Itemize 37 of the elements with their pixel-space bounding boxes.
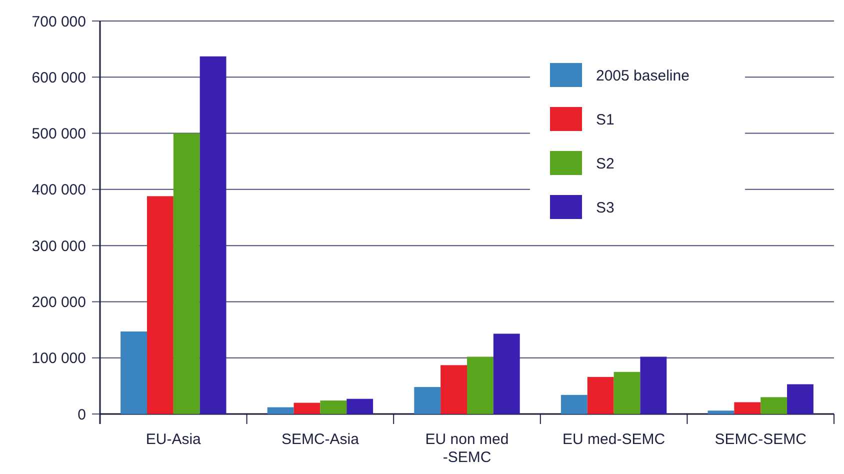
x-tick-label: SEMC-Asia <box>281 431 360 448</box>
bar <box>346 398 374 414</box>
legend-label: S3 <box>596 199 614 216</box>
bar <box>200 56 226 414</box>
bar <box>294 402 320 414</box>
x-tick-label: EU med-SEMC <box>562 431 666 448</box>
y-tick-label: 300 000 <box>32 238 86 255</box>
bar <box>320 400 347 414</box>
bar <box>734 402 761 414</box>
bar <box>493 334 520 414</box>
y-tick-label: 400 000 <box>32 182 86 199</box>
bar <box>560 394 588 414</box>
bar <box>414 387 441 414</box>
bar <box>708 410 734 414</box>
bar <box>467 356 494 414</box>
bar <box>440 365 467 414</box>
bar <box>640 356 667 414</box>
y-tick-label: 200 000 <box>32 294 86 311</box>
y-tick-label: 0 <box>78 406 86 424</box>
bar <box>614 372 640 414</box>
bar <box>120 331 147 414</box>
legend-label: S2 <box>596 155 614 172</box>
x-tick-label: EU non med -SEMC <box>425 431 509 466</box>
y-tick-label: 600 000 <box>32 69 86 86</box>
legend-label: 2005 baseline <box>596 67 690 84</box>
bar <box>760 397 788 414</box>
y-tick-label: 500 000 <box>32 126 86 143</box>
legend-label: S1 <box>596 111 614 128</box>
x-tick-label: SEMC-SEMC <box>714 431 807 448</box>
bar <box>267 407 294 414</box>
bar <box>587 376 614 414</box>
bar <box>787 384 814 414</box>
bar <box>173 133 200 414</box>
x-tick-label: EU-Asia <box>146 431 202 448</box>
y-tick-label: 100 000 <box>32 350 86 368</box>
y-tick-label: 700 000 <box>32 13 86 30</box>
bar <box>146 196 174 414</box>
